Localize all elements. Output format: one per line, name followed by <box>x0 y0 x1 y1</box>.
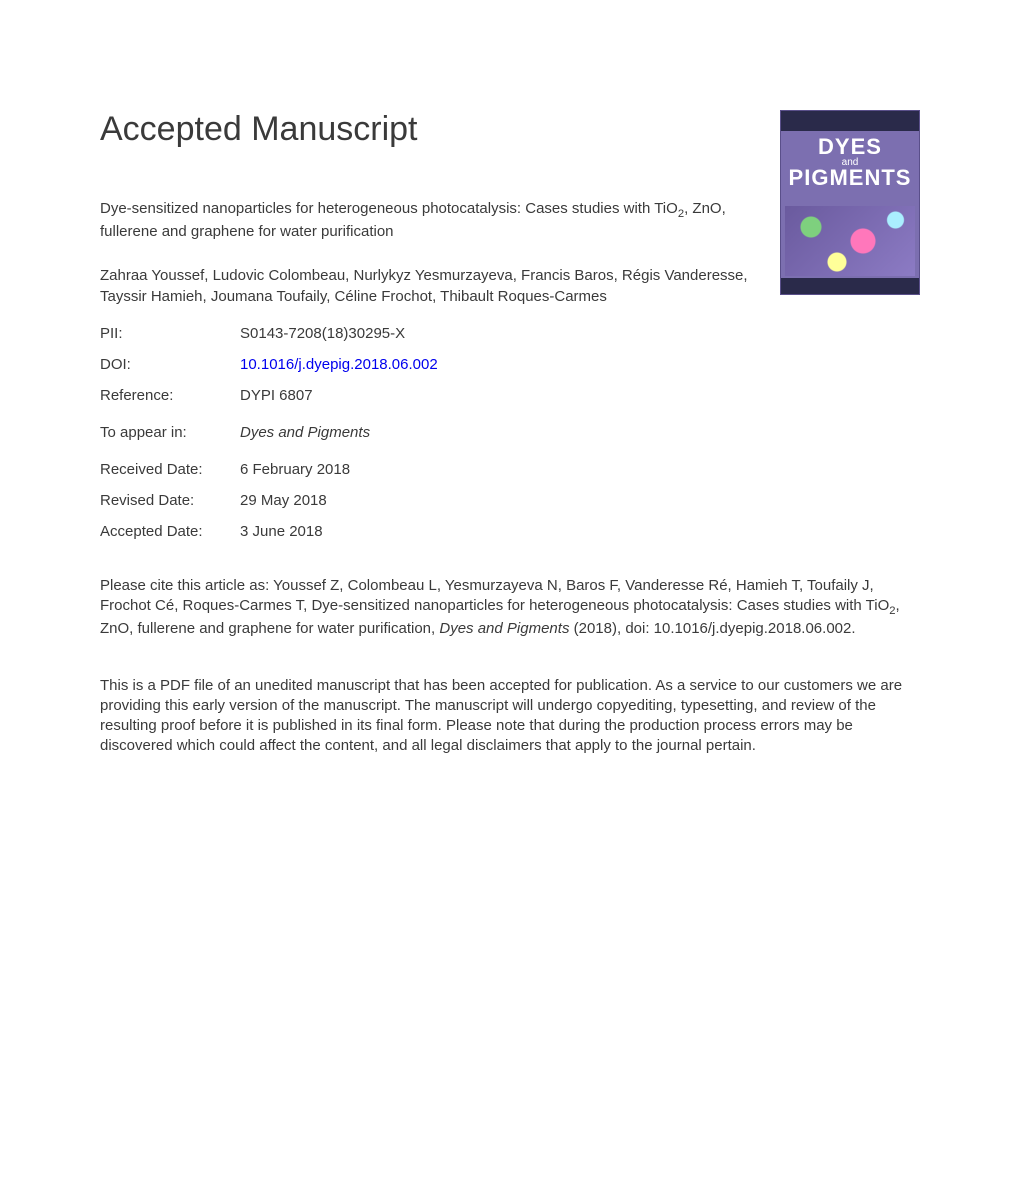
revised-value: 29 May 2018 <box>240 492 327 509</box>
article-authors: Zahraa Youssef, Ludovic Colombeau, Nurly… <box>100 266 780 307</box>
meta-row-pii: PII: S0143-7208(18)30295-X <box>100 325 920 342</box>
pii-label: PII: <box>100 325 240 342</box>
metadata-block: PII: S0143-7208(18)30295-X DOI: 10.1016/… <box>100 325 920 540</box>
appear-value: Dyes and Pigments <box>240 424 370 441</box>
revised-label: Revised Date: <box>100 492 240 509</box>
manuscript-page: DYES and PIGMENTS Accepted Manuscript Dy… <box>0 0 1020 817</box>
meta-row-accepted: Accepted Date: 3 June 2018 <box>100 523 920 540</box>
cover-artwork <box>785 206 915 276</box>
reference-value: DYPI 6807 <box>240 387 313 404</box>
citation-text: Please cite this article as: Youssef Z, … <box>100 576 920 640</box>
appear-label: To appear in: <box>100 424 240 441</box>
doi-link[interactable]: 10.1016/j.dyepig.2018.06.002 <box>240 356 438 373</box>
citation-journal: Dyes and Pigments <box>439 620 569 637</box>
cover-title-line1: DYES <box>781 137 919 158</box>
citation-pre: Please cite this article as: Youssef Z, … <box>100 577 889 614</box>
citation-post: (2018), doi: 10.1016/j.dyepig.2018.06.00… <box>569 620 855 637</box>
cover-title-line3: PIGMENTS <box>781 168 919 189</box>
meta-row-reference: Reference: DYPI 6807 <box>100 387 920 404</box>
article-title-pre: Dye-sensitized nanoparticles for heterog… <box>100 200 678 217</box>
meta-row-received: Received Date: 6 February 2018 <box>100 461 920 478</box>
meta-row-revised: Revised Date: 29 May 2018 <box>100 492 920 509</box>
accepted-value: 3 June 2018 <box>240 523 323 540</box>
pii-value: S0143-7208(18)30295-X <box>240 325 405 342</box>
meta-row-doi: DOI: 10.1016/j.dyepig.2018.06.002 <box>100 356 920 373</box>
cover-footer-strip <box>781 278 919 294</box>
disclaimer-text: This is a PDF file of an unedited manusc… <box>100 676 920 757</box>
cover-journal-title: DYES and PIGMENTS <box>781 131 919 189</box>
reference-label: Reference: <box>100 387 240 404</box>
meta-row-appear: To appear in: Dyes and Pigments <box>100 424 920 441</box>
journal-cover-thumbnail: DYES and PIGMENTS <box>780 110 920 295</box>
cover-header-strip <box>781 111 919 131</box>
received-label: Received Date: <box>100 461 240 478</box>
doi-label: DOI: <box>100 356 240 373</box>
accepted-label: Accepted Date: <box>100 523 240 540</box>
article-title: Dye-sensitized nanoparticles for heterog… <box>100 199 760 242</box>
received-value: 6 February 2018 <box>240 461 350 478</box>
